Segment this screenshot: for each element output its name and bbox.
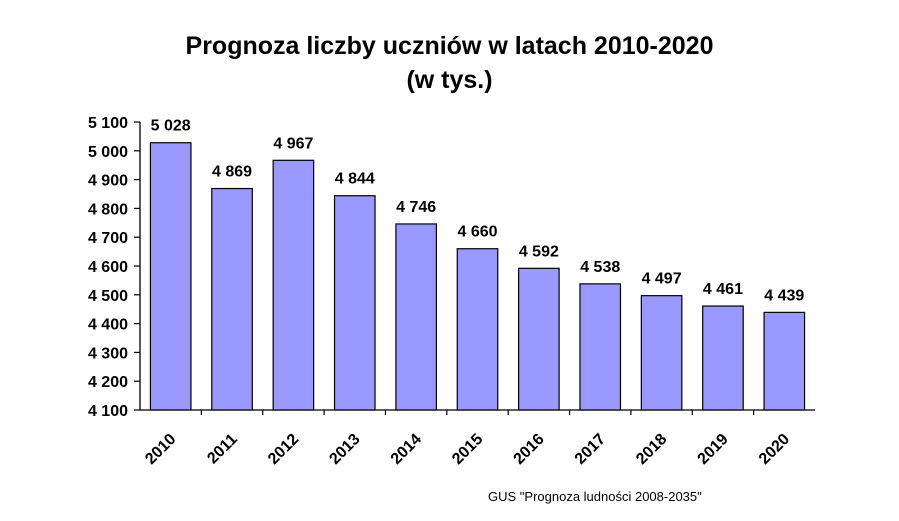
bar-2015 bbox=[456, 248, 499, 411]
y-tick-label: 4 200 bbox=[88, 374, 128, 391]
x-tick-label-2014: 2014 bbox=[388, 431, 425, 468]
y-tick-label: 4 900 bbox=[88, 173, 128, 190]
x-tick-label-2010: 2010 bbox=[142, 431, 179, 468]
bar-2014 bbox=[395, 223, 437, 411]
x-tick-label-2011: 2011 bbox=[204, 431, 241, 468]
x-tick-label-2012: 2012 bbox=[265, 431, 302, 468]
x-tick-label-2015: 2015 bbox=[449, 431, 486, 468]
x-tick-label-2013: 2013 bbox=[326, 431, 363, 468]
data-label-2016: 4 592 bbox=[519, 243, 559, 260]
y-tick-label: 4 800 bbox=[88, 201, 128, 218]
x-tick-label-2020: 2020 bbox=[756, 431, 793, 468]
bar-2011 bbox=[211, 187, 253, 411]
x-tick-label-2019: 2019 bbox=[695, 431, 732, 468]
bar-2019 bbox=[702, 305, 744, 411]
data-label-2018: 4 497 bbox=[642, 271, 682, 288]
y-tick-label: 4 600 bbox=[88, 259, 128, 276]
bar-2012 bbox=[272, 159, 315, 411]
x-tick-label-2018: 2018 bbox=[633, 431, 670, 468]
y-axis: 4 100 4 200 4 300 4 400 4 500 4 600 4 700 4 800… bbox=[88, 115, 141, 420]
y-tick-label: 4 100 bbox=[88, 403, 128, 420]
data-label-2019: 4 461 bbox=[703, 281, 743, 298]
bar-2017 bbox=[579, 283, 622, 411]
x-tick-label-2016: 2016 bbox=[511, 431, 548, 468]
y-tick-label: 4 300 bbox=[88, 345, 128, 362]
x-axis: 2010 2011 2012 2013 2014 2015 2016 2017 2018 2019… bbox=[140, 409, 815, 468]
bar-2016 bbox=[518, 267, 560, 411]
data-label-2013: 4 844 bbox=[335, 171, 375, 188]
data-label-2010: 5 028 bbox=[151, 118, 191, 135]
chart-subtitle: (w tys.) bbox=[406, 66, 493, 94]
data-label-2020: 4 439 bbox=[764, 287, 804, 304]
data-label-2017: 4 538 bbox=[580, 259, 620, 276]
bar-2018 bbox=[640, 295, 683, 411]
bar-2020 bbox=[763, 311, 806, 411]
data-label-2012: 4 967 bbox=[273, 135, 313, 152]
bar-2013 bbox=[333, 195, 376, 411]
data-label-2015: 4 660 bbox=[457, 224, 497, 241]
y-tick-label: 4 400 bbox=[88, 317, 128, 334]
y-tick-label: 5 100 bbox=[88, 115, 128, 132]
data-label-2014: 4 746 bbox=[396, 199, 436, 216]
y-tick-label: 4 500 bbox=[88, 288, 128, 305]
bars bbox=[149, 142, 806, 411]
x-tick-label-2017: 2017 bbox=[572, 431, 609, 468]
source-note: GUS "Prognoza ludności 2008-2035" bbox=[488, 489, 702, 504]
data-labels: 5 028 4 869 4 967 4 844 4 746 4 660 4 592 4 538… bbox=[151, 118, 805, 305]
y-tick-label: 5 000 bbox=[88, 144, 128, 161]
y-tick-label: 4 700 bbox=[88, 230, 128, 247]
data-label-2011: 4 869 bbox=[212, 164, 252, 181]
bar-2010 bbox=[149, 142, 192, 411]
chart-title: Prognoza liczby uczniów w latach 2010-20… bbox=[185, 32, 714, 60]
